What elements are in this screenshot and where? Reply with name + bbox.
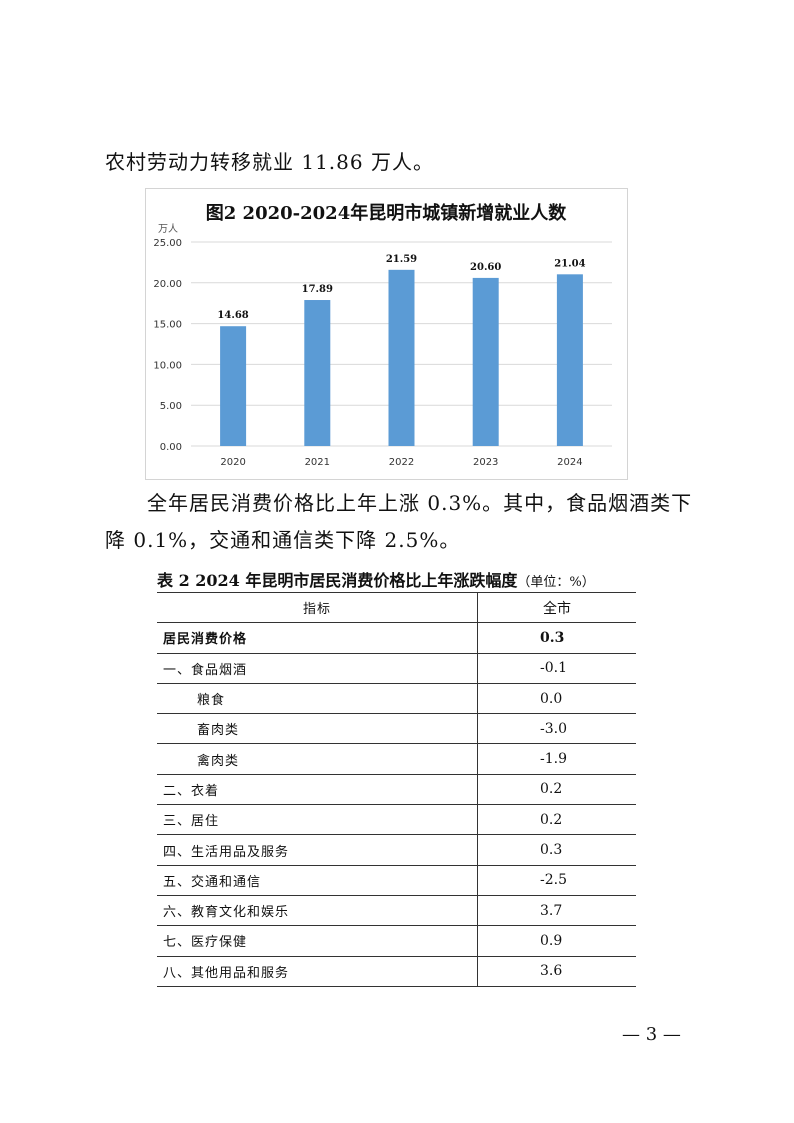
row-label: 四、生活用品及服务 [157, 834, 478, 866]
paragraph-3: 降 0.1%，交通和通信类下降 2.5%。 [105, 528, 461, 552]
paragraph-1: 农村劳动力转移就业 11.86 万人。 [105, 150, 434, 174]
row-label: 居民消费价格 [157, 622, 478, 654]
row-value: 3.6 [477, 956, 636, 987]
row-label: 五、交通和通信 [157, 865, 478, 896]
header-city: 全市 [477, 591, 636, 624]
row-value: 0.9 [477, 925, 636, 957]
chart-svg: 图2 2020-2024年昆明市城镇新增就业人数 万人 0.00 5.00 10.0… [153, 202, 612, 468]
bar-2024 [556, 274, 583, 446]
row-label: 一、食品烟酒 [157, 653, 478, 684]
table-title-text: 表 2 2024 年昆明市居民消费价格比上年涨跌幅度 [157, 571, 518, 590]
table-row: 六、教育文化和娱乐 3.7 [157, 895, 636, 927]
data-label: 20.60 [470, 262, 501, 273]
table-title: 表 2 2024 年昆明市居民消费价格比上年涨跌幅度（单位：%） [157, 567, 595, 591]
row-label: 粮食 [157, 683, 478, 715]
bar-2020 [220, 326, 247, 446]
row-label: 禽肉类 [157, 743, 478, 775]
y-tick-label: 5.00 [160, 401, 182, 412]
row-value: 3.7 [477, 895, 636, 927]
data-label: 21.59 [386, 254, 417, 265]
y-axis-label: 万人 [158, 223, 178, 235]
y-tick-label: 20.00 [153, 279, 182, 290]
table-row: 八、其他用品和服务 3.6 [157, 956, 636, 987]
table-row: 三、居住 0.2 [157, 804, 636, 836]
x-tick-label: 2021 [305, 457, 330, 468]
y-tick-label: 0.00 [160, 442, 182, 453]
row-label: 六、教育文化和娱乐 [157, 895, 478, 927]
bar-2022 [388, 269, 415, 446]
table-row: 居民消费价格 0.3 [157, 622, 636, 654]
cpi-table: 指标 全市 居民消费价格 0.3 一、食品烟酒 -0.1 粮食 0.0 畜肉类 -3.0 禽肉类… [157, 591, 636, 987]
table-unit: （单位：%） [517, 575, 595, 590]
table-row: 五、交通和通信 -2.5 [157, 865, 636, 896]
table-row: 七、医疗保健 0.9 [157, 925, 636, 957]
y-tick-label: 25.00 [153, 238, 182, 249]
row-label: 三、居住 [157, 804, 478, 836]
row-value: 0.2 [477, 804, 636, 836]
bar-2021 [304, 300, 331, 446]
row-value: 0.0 [477, 683, 636, 715]
header-indicator: 指标 [157, 591, 478, 624]
row-label: 七、医疗保健 [157, 925, 478, 957]
data-label: 14.68 [217, 310, 248, 321]
page-number: — 3 — [622, 1024, 681, 1045]
x-tick-label: 2022 [389, 457, 414, 468]
row-value: -1.9 [477, 743, 636, 775]
table-row: 粮食 0.0 [157, 683, 636, 715]
x-tick-label: 2024 [557, 457, 582, 468]
row-value: 0.2 [477, 774, 636, 806]
table-row: 畜肉类 -3.0 [157, 713, 636, 745]
row-value: -3.0 [477, 713, 636, 745]
paragraph-2: 全年居民消费价格比上年上涨 0.3%。其中，食品烟酒类下 [147, 491, 693, 515]
table-row: 四、生活用品及服务 0.3 [157, 834, 636, 866]
row-label: 畜肉类 [157, 713, 478, 745]
row-value: 0.3 [477, 834, 636, 866]
bar-chart: 图2 2020-2024年昆明市城镇新增就业人数 万人 0.00 5.00 10.0… [145, 188, 628, 480]
row-value: -0.1 [477, 653, 636, 684]
x-tick-label: 2020 [220, 457, 245, 468]
row-value: 0.3 [477, 622, 636, 654]
row-label: 八、其他用品和服务 [157, 956, 478, 987]
table-header-row: 指标 全市 [157, 591, 636, 624]
table-row: 一、食品烟酒 -0.1 [157, 653, 636, 684]
x-tick-label: 2023 [473, 457, 498, 468]
table-row: 二、衣着 0.2 [157, 774, 636, 806]
data-label: 17.89 [302, 284, 333, 295]
chart-title: 图2 2020-2024年昆明市城镇新增就业人数 [206, 202, 567, 224]
table-row: 禽肉类 -1.9 [157, 743, 636, 775]
row-label: 二、衣着 [157, 774, 478, 806]
y-tick-label: 10.00 [153, 360, 182, 371]
bar-2023 [472, 277, 499, 446]
row-value: -2.5 [477, 865, 636, 896]
y-tick-label: 15.00 [153, 320, 182, 331]
data-label: 21.04 [554, 258, 585, 269]
